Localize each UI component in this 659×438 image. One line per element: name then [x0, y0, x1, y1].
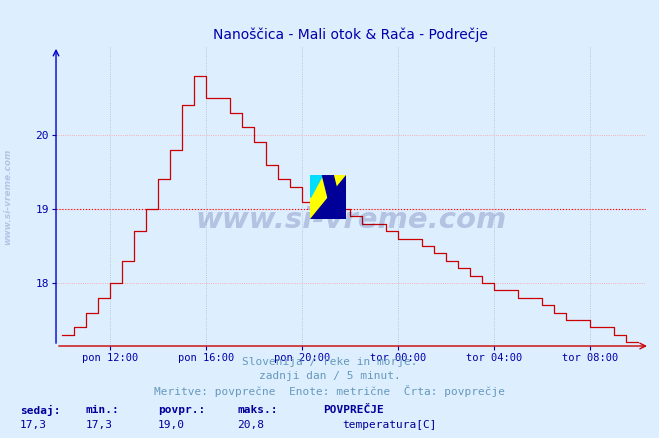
Text: maks.:: maks.: [237, 405, 277, 415]
Text: zadnji dan / 5 minut.: zadnji dan / 5 minut. [258, 371, 401, 381]
Text: Meritve: povprečne  Enote: metrične  Črta: povprečje: Meritve: povprečne Enote: metrične Črta:… [154, 385, 505, 397]
Text: Slovenija / reke in morje.: Slovenija / reke in morje. [242, 357, 417, 367]
Text: 20,8: 20,8 [237, 420, 264, 431]
Text: min.:: min.: [86, 405, 119, 415]
Text: povpr.:: povpr.: [158, 405, 206, 415]
Polygon shape [322, 175, 344, 219]
Polygon shape [310, 175, 322, 197]
Text: 17,3: 17,3 [86, 420, 113, 431]
Text: 19,0: 19,0 [158, 420, 185, 431]
Text: www.si-vreme.com: www.si-vreme.com [195, 206, 507, 234]
Title: Nanoščica - Mali otok & Rača - Podrečje: Nanoščica - Mali otok & Rača - Podrečje [214, 28, 488, 42]
Text: sedaj:: sedaj: [20, 405, 60, 416]
Polygon shape [310, 175, 346, 219]
Text: temperatura[C]: temperatura[C] [343, 420, 437, 431]
Polygon shape [310, 175, 346, 219]
Text: www.si-vreme.com: www.si-vreme.com [3, 149, 13, 245]
Text: POVPREČJE: POVPREČJE [323, 405, 384, 415]
Text: 17,3: 17,3 [20, 420, 47, 431]
